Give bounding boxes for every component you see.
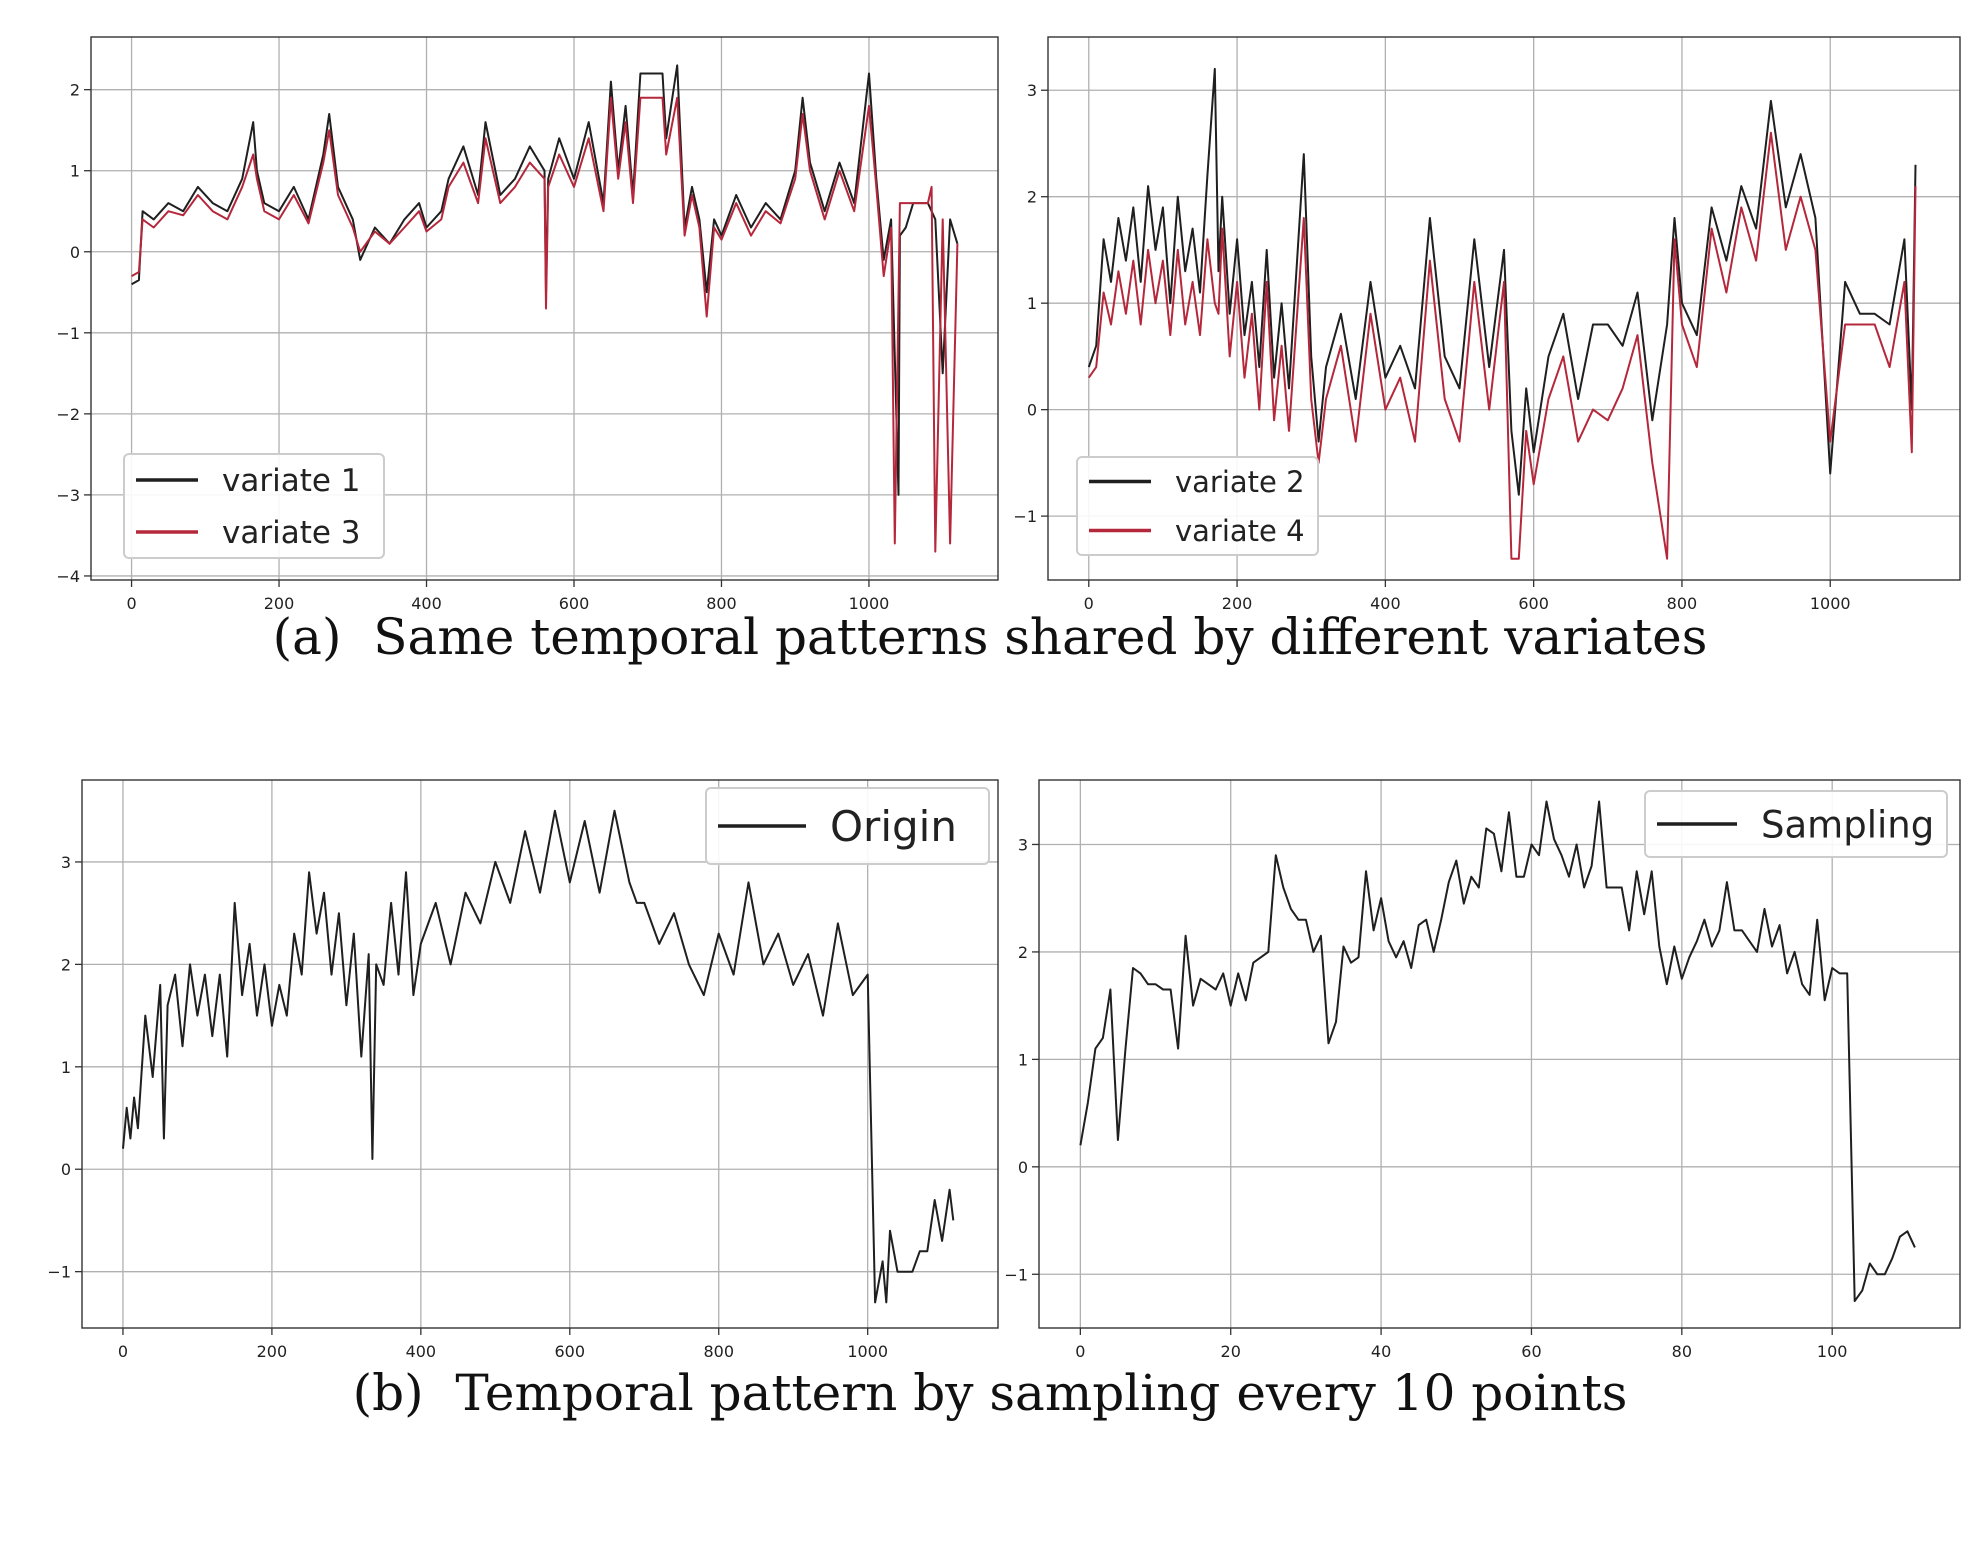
- x-tick-label: 80: [1672, 1342, 1692, 1361]
- legend-box: [1644, 790, 1948, 858]
- x-tick-label: 600: [559, 594, 590, 613]
- y-tick-label: 1: [70, 162, 80, 181]
- chart-3: 0 200 400 600 800 1000 3 2 1 0 −1 Origin: [47, 779, 999, 1361]
- x-tick-label: 0: [126, 594, 136, 613]
- y-tick-label: 3: [1027, 81, 1037, 100]
- x-tick-label: 200: [264, 594, 295, 613]
- x-tick-label: 400: [1370, 594, 1401, 613]
- y-tick-label: 2: [61, 955, 71, 974]
- y-tick-label: −3: [56, 486, 80, 505]
- plot-frame: [81, 779, 999, 1329]
- x-tick-label: 800: [703, 1342, 734, 1361]
- y-tick-label: 2: [70, 81, 80, 100]
- x-tick-label: 200: [257, 1342, 288, 1361]
- y-tick-label: −1: [47, 1263, 71, 1282]
- x-tick-label: 800: [1667, 594, 1698, 613]
- y-tick-label: 0: [61, 1160, 71, 1179]
- x-tick-label: 1000: [847, 1342, 888, 1361]
- x-tick-label: 400: [411, 594, 442, 613]
- legend-label: variate 2: [1175, 465, 1305, 499]
- series-line-sampling: [1079, 800, 1916, 1303]
- x-tick-label: 800: [706, 594, 737, 613]
- chart-4: 0 20 40 60 80 100 3 2 1 0 −1 Sampling: [1004, 779, 1961, 1361]
- y-tick-label: 2: [1027, 188, 1037, 207]
- y-tick-label: 1: [1027, 294, 1037, 313]
- x-tick-label: 1000: [849, 594, 890, 613]
- x-tick-label: 100: [1817, 1342, 1848, 1361]
- series-line-variate-1: [131, 64, 959, 496]
- x-tick-label: 200: [1222, 594, 1253, 613]
- y-tick-label: −4: [56, 567, 80, 586]
- legend-box: [705, 787, 990, 865]
- y-tick-label: 0: [70, 243, 80, 262]
- y-tick-label: 1: [1018, 1050, 1028, 1069]
- legend-label: Sampling: [1761, 803, 1934, 846]
- x-tick-label: 0: [1075, 1342, 1085, 1361]
- x-tick-label: 600: [555, 1342, 586, 1361]
- series-line-origin: [122, 809, 955, 1304]
- y-tick-label: −2: [56, 405, 80, 424]
- series-line-variate-3: [131, 96, 959, 553]
- x-tick-label: 60: [1521, 1342, 1541, 1361]
- chart-2: 0 200 400 600 800 1000 3 2 1 0 −1 variate 2 variate …: [1013, 36, 1961, 613]
- y-tick-label: −1: [1004, 1265, 1028, 1284]
- plot-frame: [90, 36, 999, 581]
- x-tick-label: 20: [1221, 1342, 1241, 1361]
- plot-frame: [1038, 779, 1961, 1329]
- y-tick-label: 1: [61, 1058, 71, 1077]
- x-tick-label: 400: [406, 1342, 437, 1361]
- legend-label: variate 3: [222, 515, 361, 551]
- x-tick-label: 1000: [1810, 594, 1851, 613]
- y-tick-label: 3: [61, 853, 71, 872]
- series-line-variate-4: [1087, 131, 1917, 560]
- caption-a: (a) Same temporal patterns shared by dif…: [272, 608, 1708, 666]
- y-tick-label: 3: [1018, 835, 1028, 854]
- y-tick-label: 2: [1018, 943, 1028, 962]
- x-tick-label: 600: [1518, 594, 1549, 613]
- x-tick-label: 40: [1371, 1342, 1391, 1361]
- y-tick-label: −1: [56, 324, 80, 343]
- series-line-variate-2: [1087, 67, 1917, 496]
- legend-label: Origin: [830, 802, 957, 851]
- legend-label: variate 1: [222, 463, 361, 499]
- legend-label: variate 4: [1175, 514, 1305, 548]
- x-tick-label: 0: [118, 1342, 128, 1361]
- x-tick-label: 0: [1084, 594, 1094, 613]
- chart-1: 0 200 400 600 800 1000 2 1 0 −1 −2 −3 −4 variate 1 var…: [56, 36, 999, 613]
- caption-b: (b) Temporal pattern by sampling every 1…: [352, 1364, 1628, 1422]
- y-tick-label: 0: [1018, 1158, 1028, 1177]
- y-tick-label: −1: [1013, 507, 1037, 526]
- plot-frame: [1047, 36, 1961, 581]
- y-tick-label: 0: [1027, 401, 1037, 420]
